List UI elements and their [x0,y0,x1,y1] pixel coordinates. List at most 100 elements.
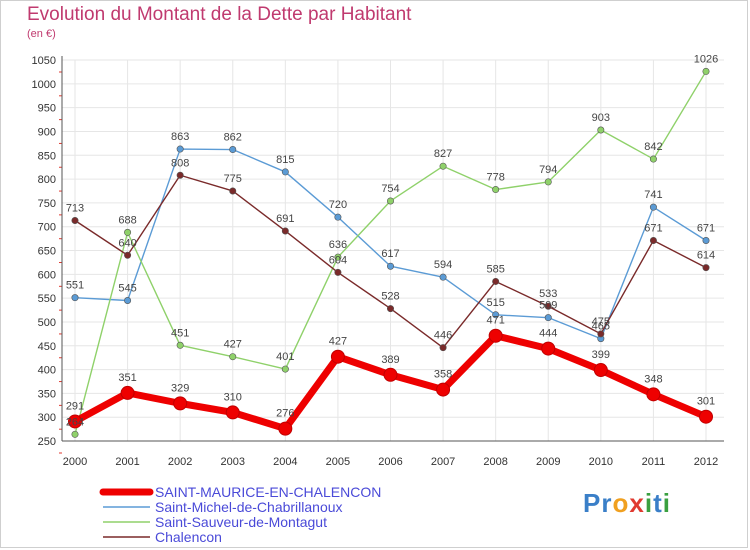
data-label: 754 [381,183,399,195]
y-tick-label: 600 [38,269,56,281]
data-label: 329 [171,382,189,394]
y-tick-label: 800 [38,174,56,186]
legend: SAINT-MAURICE-EN-CHALENCONSaint-Michel-d… [99,484,381,545]
data-label: 465 [592,321,610,333]
series-2 [71,67,710,438]
data-label: 401 [276,351,294,363]
y-tick-label: 550 [38,293,56,305]
data-point [702,264,710,272]
data-point [436,382,451,397]
data-point [229,187,237,195]
data-point [541,341,556,356]
y-tick-label: 1050 [32,55,56,67]
x-tick-label: 2006 [378,456,402,468]
logo-letter: i [644,488,654,518]
logo-letter: r [601,488,613,518]
data-label: 310 [224,391,242,403]
y-tick-label: 1000 [32,79,56,91]
data-point [386,197,394,205]
data-point [488,328,503,343]
x-tick-label: 2011 [642,456,666,468]
axes: 250 300 350 400 450 500 550 600 650 700 750 800 850 9… [32,55,724,468]
data-point [649,203,657,211]
data-point [176,145,184,153]
data-point [334,268,342,276]
data-point [68,414,82,429]
data-point [439,344,447,352]
x-tick-label: 2007 [431,456,455,468]
data-point [386,262,394,270]
data-label: 291 [66,400,84,412]
data-label: 276 [276,408,294,420]
data-point [229,146,237,154]
data-label: 301 [697,396,715,408]
data-point [492,277,500,285]
data-point [702,67,710,75]
data-label: 389 [381,354,399,366]
data-point [281,227,289,235]
data-point [225,405,240,420]
y-tick-label: 650 [38,246,56,258]
data-label: 348 [644,373,662,385]
data-label: 604 [329,254,347,266]
data-point [439,162,447,170]
data-point [544,314,552,322]
x-tick-label: 2010 [589,456,613,468]
data-label: 528 [381,291,399,303]
data-point [124,297,132,305]
x-tick-label: 2003 [221,456,245,468]
logo-letter: t [653,488,663,518]
data-point [229,353,237,361]
data-point [699,409,713,424]
data-label: 617 [381,248,399,260]
data-label: 713 [66,202,84,214]
logo-letter: o [612,488,630,518]
data-point [544,302,552,310]
y-tick-label: 500 [38,317,56,329]
data-label: 688 [118,214,136,226]
data-label: 427 [224,339,242,351]
y-tick-label: 950 [38,103,56,115]
data-point [544,178,552,186]
y-tick-label: 450 [38,341,56,353]
series-group [68,67,713,438]
logo-letter: i [662,488,671,518]
data-label: 585 [486,263,504,275]
data-point [383,367,398,382]
data-label: 775 [224,173,242,185]
data-label: 551 [66,280,84,292]
y-tick-label: 350 [38,388,56,400]
x-tick-label: 2001 [115,456,139,468]
data-point [124,251,132,259]
data-point [281,365,289,373]
legend-label: Chalencon [155,529,222,545]
data-label: 671 [697,222,715,234]
logo-letter: P [583,488,602,518]
logo-letter: x [629,488,645,518]
data-point [330,349,345,364]
data-label: 533 [539,288,557,300]
data-label: 427 [329,336,347,348]
data-label: 903 [592,112,610,124]
data-label: 862 [224,132,242,144]
data-point [492,186,500,194]
data-label: 358 [434,369,452,381]
data-point [334,213,342,221]
data-label: 842 [644,141,662,153]
data-label: 778 [486,172,504,184]
data-label: 863 [171,131,189,143]
data-point [278,421,293,436]
data-point [702,236,710,244]
data-label: 446 [434,330,452,342]
data-point [646,387,661,402]
data-label: 614 [697,250,715,262]
series-0 [68,328,713,436]
y-tick-label: 400 [38,365,56,377]
data-labels: 291 351 329 310 276 427 389 358 471 444 399 348 301 5… [66,53,718,428]
data-point [176,171,184,179]
data-label: 475 [592,316,610,328]
data-label: 509 [539,300,557,312]
data-label: 264 [66,416,84,428]
data-label: 515 [486,297,504,309]
data-label: 720 [329,199,347,211]
